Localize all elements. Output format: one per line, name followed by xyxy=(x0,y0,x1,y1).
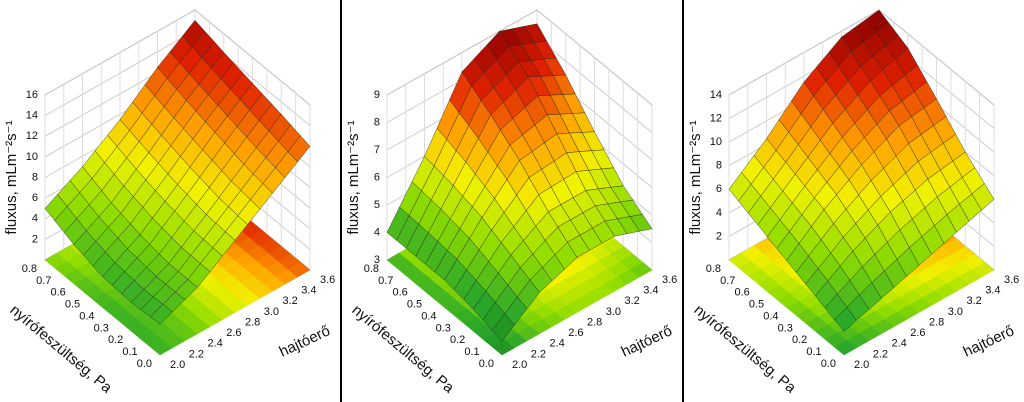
y-tick-label: 0.1 xyxy=(464,346,479,358)
y-tick-label: 0.3 xyxy=(778,322,793,334)
surface-cell xyxy=(834,306,857,332)
z-tick-label: 4 xyxy=(374,226,380,238)
x-tick-label: 2.8 xyxy=(929,316,944,328)
z-tick-label: 4 xyxy=(32,213,38,225)
y-tick-label: 0.1 xyxy=(806,346,821,358)
x-tick-label: 2.2 xyxy=(189,348,204,360)
z-tick-label: 2 xyxy=(716,230,722,242)
x-tick-label: 2.0 xyxy=(170,359,185,371)
y-tick-label: 0.3 xyxy=(436,322,451,334)
y-tick-label: 0.7 xyxy=(720,275,735,287)
y-tick-label: 0.0 xyxy=(479,358,494,370)
z-tick-label: 8 xyxy=(32,171,38,183)
x-tick-label: 3.0 xyxy=(948,306,963,318)
y-tick-label: 0.5 xyxy=(65,299,80,311)
y-tick-label: 0.6 xyxy=(50,287,65,299)
x-tick-label: 2.0 xyxy=(854,359,869,371)
surface-cell xyxy=(492,313,515,342)
x-tick-label: 2.6 xyxy=(226,327,241,339)
chart-panel: 2 4 6 8 10 12 14 2.0 2.2 2.42.6 2.8 3.0 3.23.4 3.6 0.0… xyxy=(684,0,1024,402)
y-tick-label: 0.0 xyxy=(821,358,836,370)
z-tick-label: 6 xyxy=(716,183,722,195)
y-tick-label: 0.6 xyxy=(392,287,407,299)
z-tick-label: 14 xyxy=(710,89,722,101)
y-tick-label: 0.2 xyxy=(450,334,465,346)
z-axis-label: fluxus, mLm⁻²s⁻¹ xyxy=(345,120,362,234)
y-tick-label: 0.5 xyxy=(749,299,764,311)
z-tick-label: 8 xyxy=(716,160,722,172)
surface-cell xyxy=(150,304,173,325)
x-tick-label: 3.4 xyxy=(301,285,316,297)
z-tick-label: 10 xyxy=(710,136,722,148)
z-axis-label: fluxus, mLm⁻²s⁻¹ xyxy=(3,120,20,234)
x-tick-label: 2.2 xyxy=(531,348,546,360)
z-tick-label: 6 xyxy=(374,171,380,183)
y-tick-label: 0.8 xyxy=(364,263,379,275)
y-tick-label: 0.5 xyxy=(407,299,422,311)
z-tick-label: 10 xyxy=(26,151,38,163)
y-tick-label: 0.0 xyxy=(137,358,152,370)
x-tick-label: 2.6 xyxy=(910,327,925,339)
x-tick-label: 3.0 xyxy=(606,306,621,318)
z-tick-label: 5 xyxy=(374,199,380,211)
y-tick-label: 0.1 xyxy=(122,346,137,358)
x-tick-label: 3.4 xyxy=(985,285,1000,297)
x-tick-label: 2.0 xyxy=(512,359,527,371)
y-tick-label: 0.8 xyxy=(22,263,37,275)
y-tick-label: 0.4 xyxy=(421,310,436,322)
x-tick-label: 3.2 xyxy=(625,295,640,307)
x-tick-label: 2.4 xyxy=(892,338,907,350)
z-tick-label: 7 xyxy=(374,144,380,156)
x-tick-label: 3.4 xyxy=(643,285,658,297)
x-tick-label: 3.6 xyxy=(320,274,335,286)
x-tick-label: 3.6 xyxy=(662,274,677,286)
chart-panel: 2 4 6 8 10 12 14 16 2.0 2.2 2.42.6 2.8 3.0 3.23.4 3.6 0… xyxy=(0,0,340,402)
y-tick-label: 0.2 xyxy=(792,334,807,346)
z-tick-label: 8 xyxy=(374,116,380,128)
z-tick-label: 12 xyxy=(26,130,38,142)
x-tick-label: 3.6 xyxy=(1004,274,1019,286)
x-tick-label: 2.6 xyxy=(568,327,583,339)
y-tick-label: 0.4 xyxy=(79,310,94,322)
x-tick-label: 2.8 xyxy=(245,316,260,328)
x-tick-label: 3.2 xyxy=(283,295,298,307)
z-axis-label: fluxus, mLm⁻²s⁻¹ xyxy=(687,120,704,234)
y-tick-label: 0.6 xyxy=(734,287,749,299)
y-tick-label: 0.2 xyxy=(108,334,123,346)
z-tick-label: 9 xyxy=(374,89,380,101)
x-tick-label: 2.4 xyxy=(550,338,565,350)
z-tick-label: 6 xyxy=(32,192,38,204)
z-tick-label: 2 xyxy=(32,233,38,245)
x-tick-label: 3.0 xyxy=(264,306,279,318)
z-tick-label: 3 xyxy=(374,254,380,266)
y-tick-label: 0.4 xyxy=(763,310,778,322)
x-tick-label: 2.8 xyxy=(587,316,602,328)
y-tick-label: 0.8 xyxy=(706,263,721,275)
y-tick-label: 0.3 xyxy=(94,322,109,334)
z-tick-label: 4 xyxy=(716,207,722,219)
z-tick-label: 14 xyxy=(26,110,38,122)
y-tick-label: 0.7 xyxy=(36,275,51,287)
z-tick-label: 16 xyxy=(26,89,38,101)
x-tick-label: 3.2 xyxy=(967,295,982,307)
x-tick-label: 2.2 xyxy=(873,348,888,360)
y-tick-label: 0.7 xyxy=(378,275,393,287)
x-tick-label: 2.4 xyxy=(208,338,223,350)
z-tick-label: 12 xyxy=(710,112,722,124)
chart-panel: 3 4 5 6 7 8 9 2.0 2.2 2.42.6 2.8 3.0 3.23.4 3.6 0.00.1… xyxy=(342,0,682,402)
